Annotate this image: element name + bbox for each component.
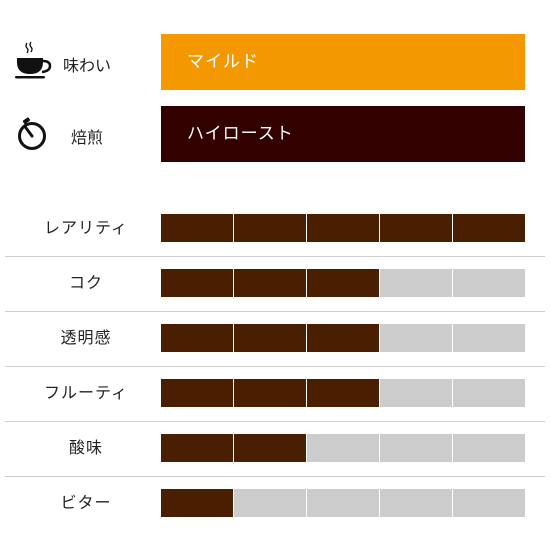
- rating-segment-empty: [307, 489, 379, 517]
- rating-segment-filled: [234, 214, 306, 242]
- rating-bar: [161, 269, 525, 297]
- rating-segment-filled: [307, 214, 379, 242]
- divider: [5, 476, 545, 477]
- rating-bar: [161, 379, 525, 407]
- rating-bar: [161, 324, 525, 352]
- rating-label: フルーティ: [43, 383, 129, 402]
- rating-bar: [161, 214, 525, 242]
- roast-label: 焙煎: [70, 128, 103, 147]
- divider: [5, 421, 545, 422]
- rating-segment-filled: [161, 214, 233, 242]
- rating-segment-filled: [161, 269, 233, 297]
- rating-segment-empty: [380, 324, 452, 352]
- roast-value: ハイロースト: [187, 124, 294, 144]
- rating-segment-filled: [234, 434, 306, 462]
- rating-bar: [161, 489, 525, 517]
- divider: [5, 366, 545, 367]
- rating-segment-filled: [234, 324, 306, 352]
- rating-segment-empty: [453, 379, 525, 407]
- rating-row-body: コク: [0, 269, 550, 324]
- taste-value: マイルド: [187, 52, 259, 72]
- divider: [5, 256, 545, 257]
- rating-row-rarity: レアリティ: [0, 214, 550, 269]
- rating-label: レアリティ: [43, 218, 129, 237]
- taste-value-box: マイルド: [161, 34, 525, 90]
- rating-segment-empty: [380, 379, 452, 407]
- rating-row-bitter: ビター: [0, 489, 550, 544]
- rating-segment-empty: [453, 269, 525, 297]
- timer-icon: [14, 114, 54, 154]
- rating-label: 酸味: [68, 438, 103, 457]
- coffee-cup-icon: [14, 40, 54, 80]
- rating-row-clarity: 透明感: [0, 324, 550, 379]
- roast-value-box: ハイロースト: [161, 106, 525, 162]
- rating-segment-filled: [161, 324, 233, 352]
- rating-segment-empty: [234, 489, 306, 517]
- rating-segment-filled: [380, 214, 452, 242]
- roast-row: 焙煎 ハイロースト: [0, 106, 550, 162]
- rating-row-acidity: 酸味: [0, 434, 550, 489]
- rating-segment-filled: [161, 379, 233, 407]
- rating-segment-empty: [307, 434, 379, 462]
- rating-bar: [161, 434, 525, 462]
- rating-segment-empty: [453, 434, 525, 462]
- rating-segment-filled: [453, 214, 525, 242]
- rating-segment-filled: [307, 324, 379, 352]
- rating-segment-filled: [307, 379, 379, 407]
- rating-label: 透明感: [60, 328, 112, 347]
- rating-segment-empty: [380, 489, 452, 517]
- taste-row: 味わい マイルド: [0, 34, 550, 90]
- rating-segment-empty: [453, 489, 525, 517]
- rating-segment-empty: [380, 434, 452, 462]
- rating-segment-filled: [234, 379, 306, 407]
- rating-segment-empty: [380, 269, 452, 297]
- rating-segment-filled: [307, 269, 379, 297]
- rating-segment-filled: [234, 269, 306, 297]
- rating-segment-empty: [453, 324, 525, 352]
- divider: [5, 311, 545, 312]
- rating-segment-filled: [161, 434, 233, 462]
- rating-segment-filled: [161, 489, 233, 517]
- rating-label: ビター: [60, 493, 112, 512]
- rating-label: コク: [68, 273, 103, 292]
- rating-row-fruity: フルーティ: [0, 379, 550, 434]
- taste-label: 味わい: [62, 56, 111, 75]
